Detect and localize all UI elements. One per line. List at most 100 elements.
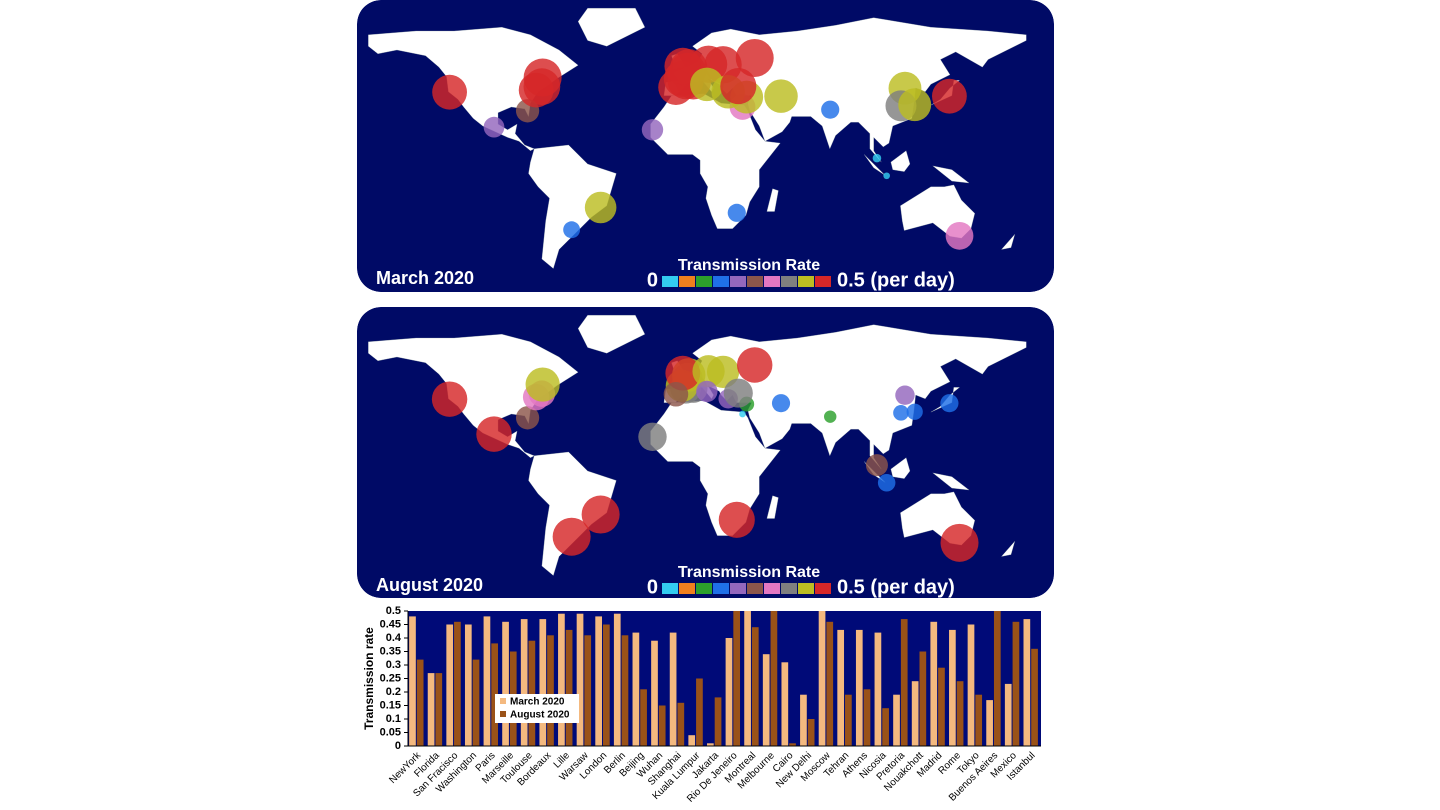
colorbar-swatch [815, 276, 831, 287]
bar [967, 624, 975, 746]
bar [632, 632, 640, 746]
colorbar-swatch [662, 583, 678, 594]
bar [956, 681, 964, 746]
bar [938, 667, 945, 746]
colorbar-swatch [730, 276, 746, 287]
city-marker [483, 116, 505, 138]
bar [565, 629, 573, 746]
bar [595, 616, 602, 746]
y-tick-label: 0.2 [386, 686, 401, 698]
city-marker [432, 74, 467, 110]
colorbar-swatch [662, 276, 678, 287]
city-marker [638, 422, 667, 451]
bar [826, 621, 834, 746]
bar [464, 624, 472, 746]
y-tick-label: 0.1 [386, 713, 401, 725]
city-marker [739, 410, 746, 418]
legend-label: August 2020 [510, 710, 570, 721]
bar [435, 673, 443, 746]
bar [584, 635, 592, 746]
colorbar-swatch [679, 276, 695, 287]
bar [800, 694, 807, 746]
bar [855, 629, 863, 746]
city-marker [431, 381, 468, 417]
bar [744, 611, 751, 746]
bar [874, 632, 882, 746]
bar [949, 629, 956, 746]
bar [640, 689, 647, 746]
city-marker [771, 394, 791, 413]
bar [706, 743, 714, 746]
city-marker [895, 385, 915, 405]
bar [483, 616, 491, 746]
bar [491, 643, 498, 746]
bar [688, 735, 696, 746]
city-marker [665, 355, 701, 391]
bar [733, 611, 741, 746]
colorbar-title: Transmission Rate [678, 257, 820, 274]
bar [1004, 683, 1012, 746]
bar [613, 613, 621, 746]
bar [919, 651, 927, 746]
map-panel [357, 307, 1054, 598]
city-marker [723, 378, 753, 408]
y-tick-label: 0 [395, 740, 401, 752]
y-tick-label: 0.35 [380, 645, 401, 657]
bar [1023, 619, 1031, 746]
city-marker [692, 355, 725, 388]
y-tick-label: 0.05 [380, 726, 401, 738]
colorbar-swatch [730, 583, 746, 594]
city-marker [865, 454, 888, 477]
y-tick-label: 0.5 [386, 605, 401, 617]
city-marker [663, 381, 689, 407]
colorbar-title: Transmission Rate [678, 564, 820, 581]
bar [975, 694, 983, 746]
city-marker [641, 119, 664, 141]
colorbar-swatch [713, 583, 729, 594]
city-marker [658, 69, 694, 105]
city-marker [735, 38, 774, 77]
city-marker [898, 88, 932, 122]
city-marker [821, 100, 840, 119]
bar [669, 632, 677, 746]
bar [446, 624, 454, 746]
city-marker [476, 416, 512, 452]
bar [547, 635, 554, 746]
bar [714, 697, 722, 746]
y-axis-title: Transmission rate [362, 627, 376, 730]
city-marker [932, 78, 967, 114]
bar [911, 681, 919, 746]
bar [863, 689, 871, 746]
city-marker [581, 495, 620, 534]
y-tick-label: 0.4 [386, 632, 402, 644]
bar [454, 621, 461, 746]
bar [658, 705, 666, 746]
bar [818, 611, 826, 746]
y-tick-label: 0.25 [380, 672, 401, 684]
city-marker [945, 221, 974, 250]
bar [725, 638, 733, 746]
bar [893, 694, 900, 746]
colorbar-max: 0.5 (per day) [837, 576, 955, 598]
city-marker [824, 410, 837, 423]
city-marker [525, 367, 560, 402]
bar [528, 640, 536, 746]
city-marker [906, 403, 923, 420]
city-marker [696, 380, 718, 403]
city-marker [727, 203, 746, 222]
legend-swatch [500, 711, 506, 717]
city-marker [563, 221, 581, 239]
bar [986, 700, 993, 746]
bar [539, 619, 547, 746]
bar [900, 619, 908, 746]
bar [696, 678, 703, 746]
city-marker [736, 347, 773, 383]
bar [602, 624, 610, 746]
bar [762, 654, 770, 746]
bar [621, 635, 629, 746]
colorbar-swatch [747, 276, 763, 287]
legend-swatch [500, 698, 506, 704]
city-marker [690, 67, 724, 102]
city-marker [764, 79, 798, 113]
bar [472, 659, 480, 746]
